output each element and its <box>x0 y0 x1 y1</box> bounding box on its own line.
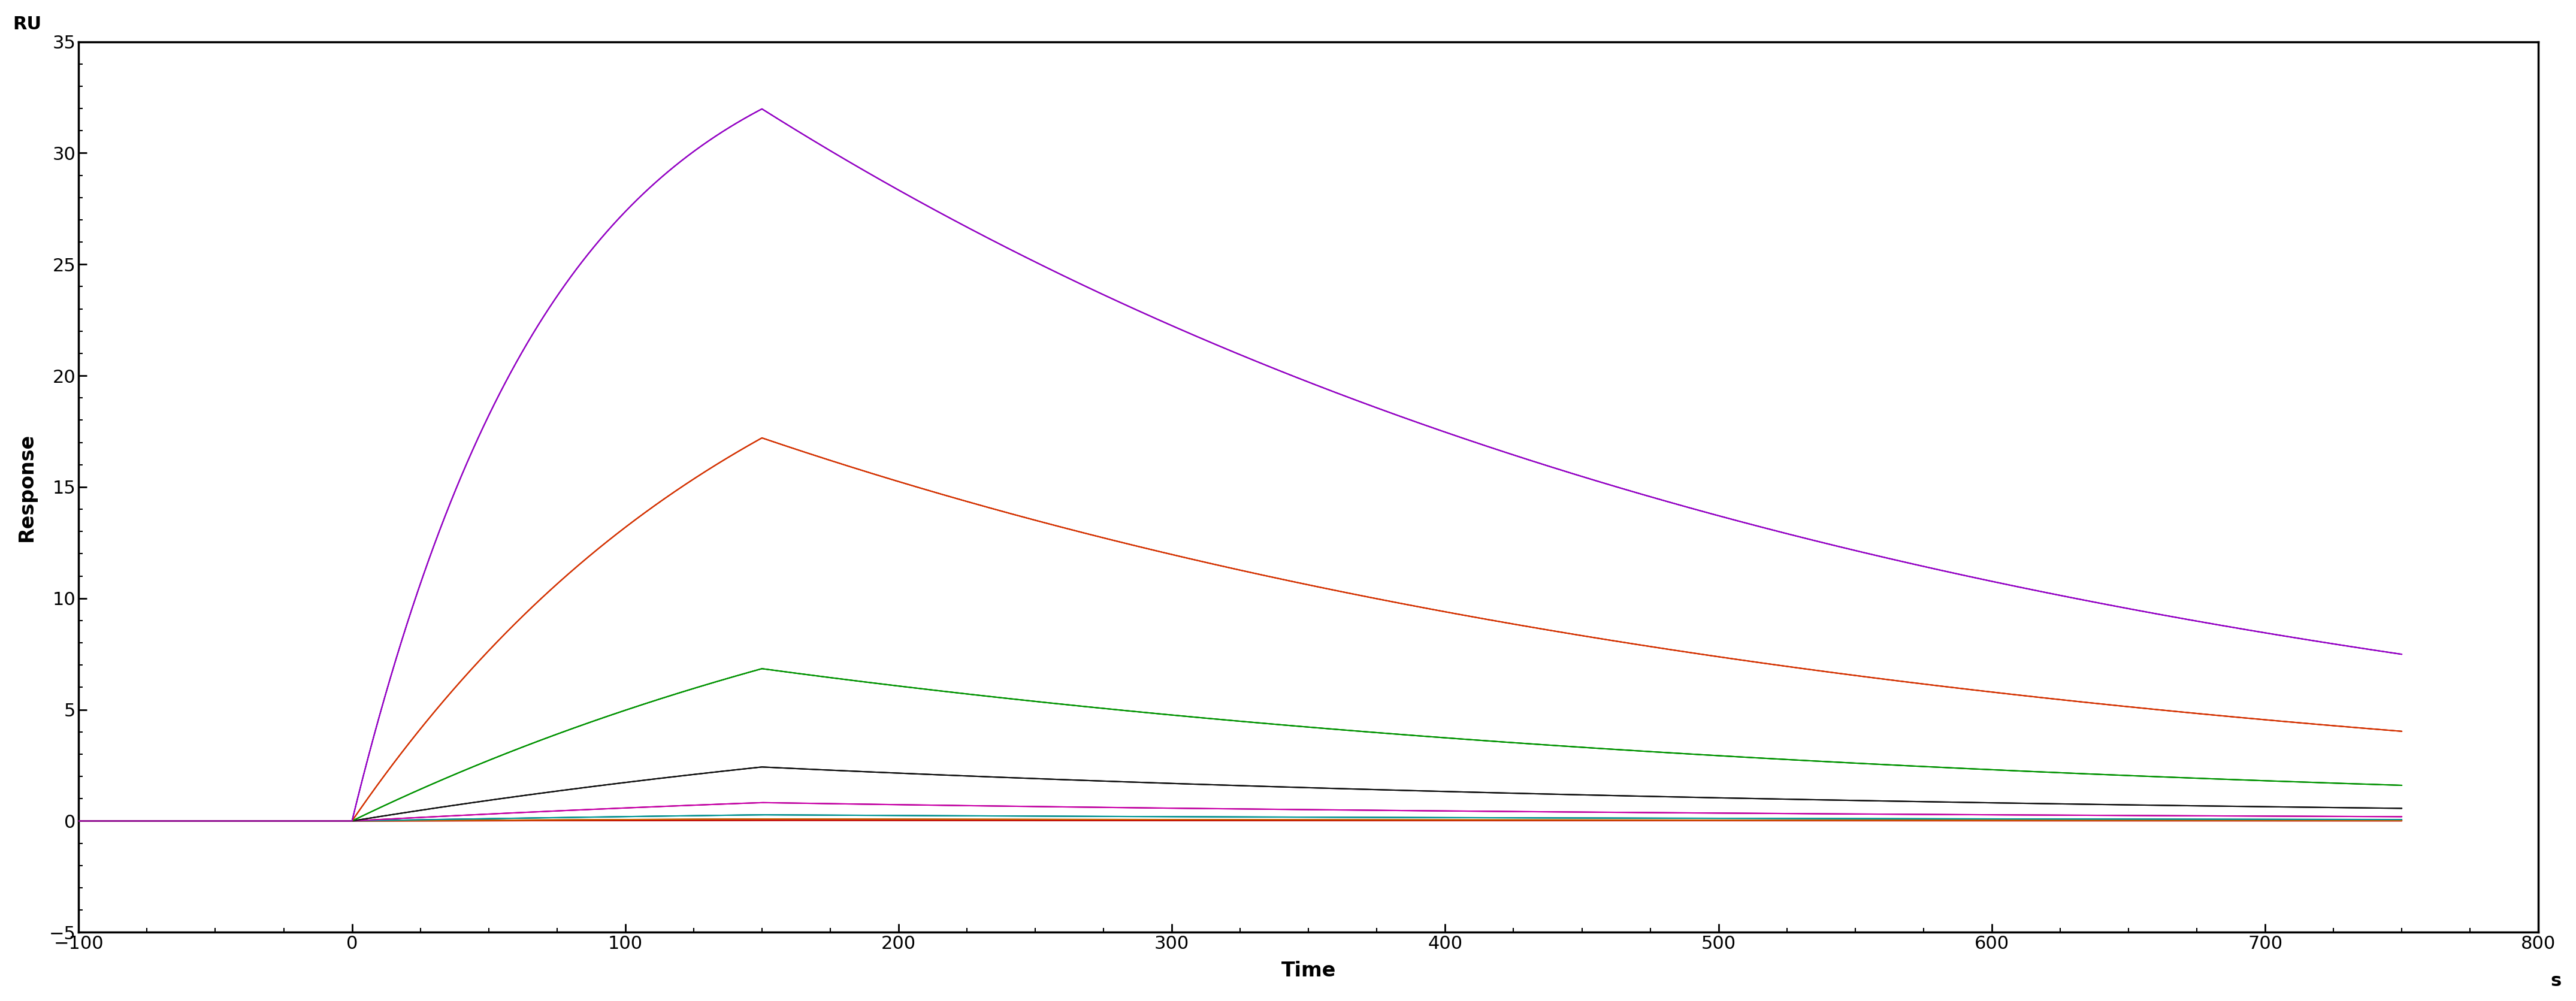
Text: RU: RU <box>13 15 41 33</box>
Y-axis label: Response: Response <box>15 432 36 542</box>
X-axis label: Time: Time <box>1280 961 1337 981</box>
Text: s: s <box>2550 972 2561 990</box>
